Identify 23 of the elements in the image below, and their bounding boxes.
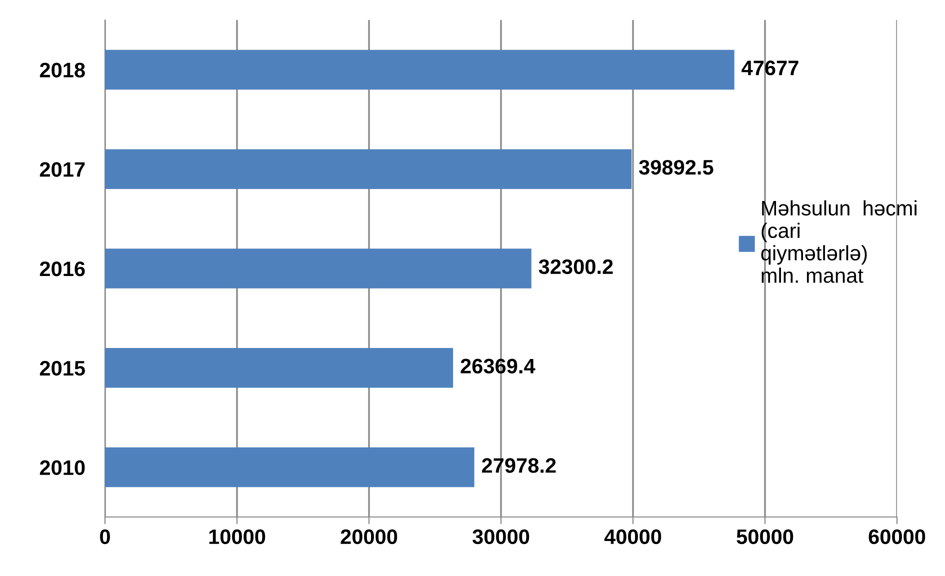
text: 39892.5 (639, 160, 714, 175)
bar (105, 447, 474, 488)
y-tick-label: 2018 (40, 62, 85, 78)
bar (105, 149, 632, 189)
y-tick-label: 2010 (40, 460, 85, 476)
text: 47677 (742, 60, 798, 76)
bar (105, 50, 734, 90)
text: 26369.4 (460, 358, 536, 374)
y-tick-label: 2016 (40, 262, 85, 276)
x-tick-label: 60000 (868, 529, 926, 544)
x-tick-label: 30000 (472, 529, 530, 544)
y-tick-label: 2015 (40, 360, 85, 376)
text: 32300.2 (538, 259, 613, 274)
bar (105, 248, 532, 288)
y-tick-label: 2017 (40, 162, 85, 177)
bar (105, 348, 454, 388)
x-tick-label: 40000 (604, 529, 662, 544)
x-tick-label: 50000 (736, 529, 794, 544)
text: 27978.2 (482, 458, 556, 473)
legend-label: Məhsulun həcmi (cari qiymətlərlə) mln. manat (761, 200, 916, 283)
x-tick-label: 10000 (209, 529, 266, 544)
x-tick-label: 0 (100, 529, 110, 544)
x-tick-label: 20000 (340, 529, 398, 544)
